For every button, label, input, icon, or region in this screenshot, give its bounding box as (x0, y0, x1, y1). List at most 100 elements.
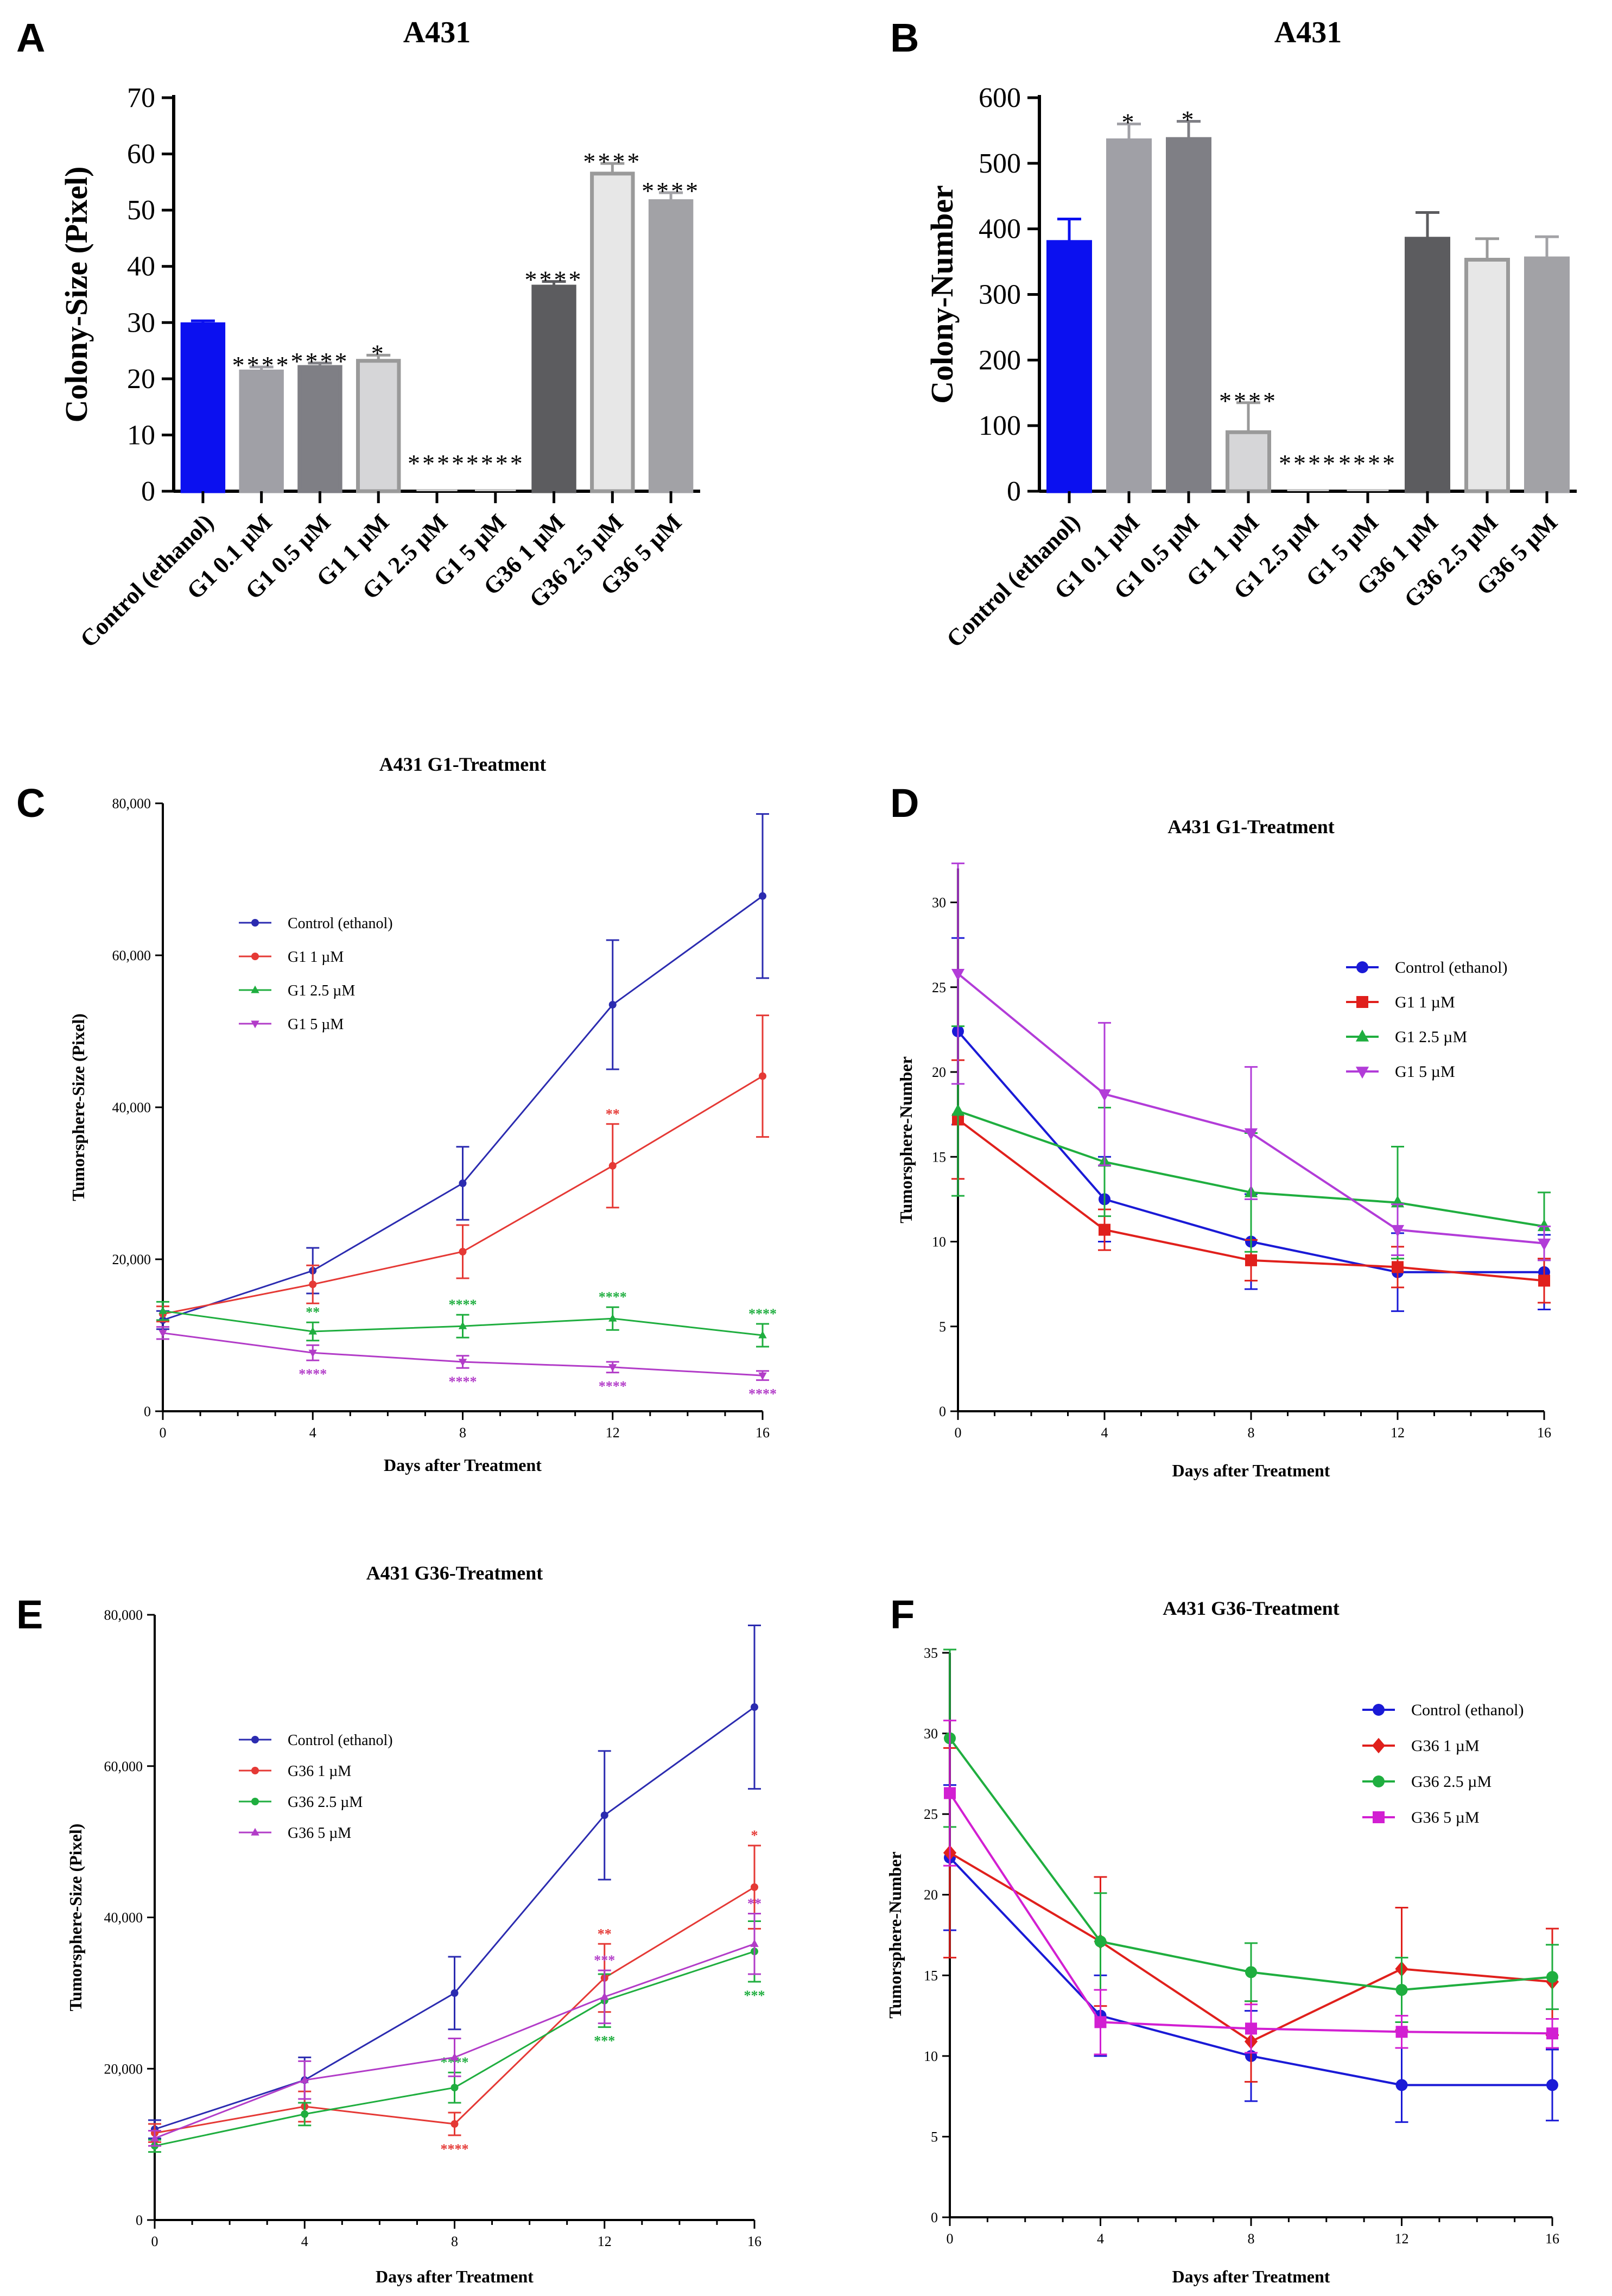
y-tick-label: 10 (127, 420, 155, 451)
data-point (944, 1787, 956, 1799)
significance-label: ** (606, 1106, 620, 1122)
series-2: ** **** ******** (156, 1289, 777, 1348)
data-point (1391, 1225, 1405, 1237)
significance-label: ** (598, 1926, 612, 1942)
legend-item: G1 5 µM (1346, 1063, 1455, 1081)
y-axis-label: Colony-Size (Pixel) (59, 167, 94, 423)
legend-label: G36 5 µM (1411, 1809, 1480, 1826)
legend-item: G36 2.5 µM (1362, 1773, 1492, 1791)
y-tick-label: 15 (932, 1149, 946, 1165)
legend-label: G1 5 µM (288, 1016, 344, 1033)
data-point (1546, 1971, 1558, 1983)
legend-item: G1 1 µM (239, 949, 344, 966)
panel-letter: B (890, 15, 919, 60)
x-tick-label: 0 (151, 2234, 158, 2249)
legend-marker (251, 1736, 259, 1743)
y-tick-label: 25 (932, 980, 946, 995)
data-point (1392, 1261, 1404, 1273)
series-3: **** **** **** **** (156, 1326, 777, 1402)
data-point (450, 2084, 459, 2092)
y-tick-label: 0 (144, 1404, 151, 1419)
data-point (301, 2110, 309, 2118)
x-axis-label: Days after Treatment (1172, 2267, 1330, 2286)
legend-item: G36 1 µM (239, 1763, 351, 1780)
chart-title: A431 G36-Treatment (1163, 1597, 1340, 1619)
data-point (158, 1330, 167, 1338)
panel-letter: C (16, 781, 45, 826)
bar (356, 359, 401, 493)
bar (239, 369, 284, 493)
legend-marker (1372, 1737, 1386, 1754)
data-point (751, 1883, 758, 1891)
data-point (600, 1811, 608, 1819)
y-tick-label: 10 (932, 1234, 946, 1250)
significance-label: **** (449, 1297, 477, 1312)
y-axis-label: Tumorsphere-Size (Pixel) (66, 1824, 85, 2012)
panel-letter: F (890, 1592, 915, 1637)
data-point (158, 1306, 167, 1314)
legend-label: Control (ethanol) (1411, 1701, 1524, 1719)
y-tick-label: 30 (932, 895, 946, 911)
legend-label: Control (ethanol) (288, 915, 393, 932)
data-point (751, 1703, 758, 1711)
y-tick-label: 20,000 (104, 2061, 143, 2077)
bar (1106, 138, 1152, 493)
data-point (450, 2052, 459, 2060)
legend-item: Control (ethanol) (1346, 959, 1507, 976)
bar (297, 365, 342, 493)
x-tick-label: 8 (1248, 2231, 1255, 2247)
y-tick-label: 200 (979, 345, 1021, 376)
data-point (1245, 1966, 1257, 1978)
bar (1226, 430, 1271, 493)
y-tick-label: 20 (924, 1887, 938, 1903)
legend-label: G36 1 µM (1411, 1737, 1480, 1755)
data-point (150, 2134, 159, 2142)
y-tick-label: 60,000 (104, 1759, 143, 1774)
legend-marker (1355, 1029, 1369, 1042)
series-0 (148, 1625, 761, 2139)
series-2 (943, 1648, 1559, 2023)
significance-label: * (371, 339, 386, 367)
legend-label: G36 2.5 µM (1411, 1773, 1492, 1791)
significance-label: **** (299, 1366, 327, 1382)
data-point (608, 1364, 617, 1372)
legend-marker (251, 919, 259, 927)
significance-label: **** (525, 266, 583, 294)
legend-label: G1 2.5 µM (288, 982, 355, 999)
legend-label: G1 1 µM (288, 949, 344, 966)
y-tick-label: 0 (939, 1404, 946, 1419)
data-point (308, 1327, 317, 1335)
y-tick-label: 20 (127, 364, 155, 395)
series-3 (951, 862, 1551, 1261)
significance-label: * (1182, 106, 1196, 134)
panel-letter: A (16, 15, 45, 60)
legend-label: G1 1 µM (1395, 993, 1455, 1011)
y-tick-label: 40 (127, 251, 155, 282)
legend-label: Control (ethanol) (1395, 959, 1507, 976)
legend-marker (1356, 996, 1368, 1008)
x-tick-label: 4 (309, 1425, 316, 1441)
data-point (951, 968, 965, 981)
data-point (1099, 1223, 1110, 1236)
significance-label: **** (748, 1386, 777, 1402)
chart-panel-d: D A431 G1-Treatment Days after Treatment Tu… (890, 781, 1551, 1480)
y-tick-label: 15 (924, 1968, 938, 1983)
x-tick-label: 0 (160, 1425, 167, 1441)
legend-marker (1355, 1067, 1369, 1079)
data-point (951, 1103, 965, 1116)
legend-marker (1373, 1775, 1385, 1787)
data-point (1537, 1219, 1551, 1232)
y-tick-label: 30 (127, 307, 155, 338)
y-tick-label: 5 (939, 1319, 946, 1335)
data-point (758, 1330, 767, 1339)
legend-label: G36 2.5 µM (288, 1794, 363, 1811)
data-point (750, 1939, 759, 1947)
y-axis-label: Colony-Number (924, 185, 960, 404)
chart-title: A431 (403, 16, 471, 49)
legend-item: G36 5 µM (239, 1825, 351, 1842)
legend-marker (251, 985, 259, 993)
bar (1464, 257, 1510, 493)
data-point (300, 2075, 309, 2083)
y-tick-label: 80,000 (104, 1607, 143, 1623)
